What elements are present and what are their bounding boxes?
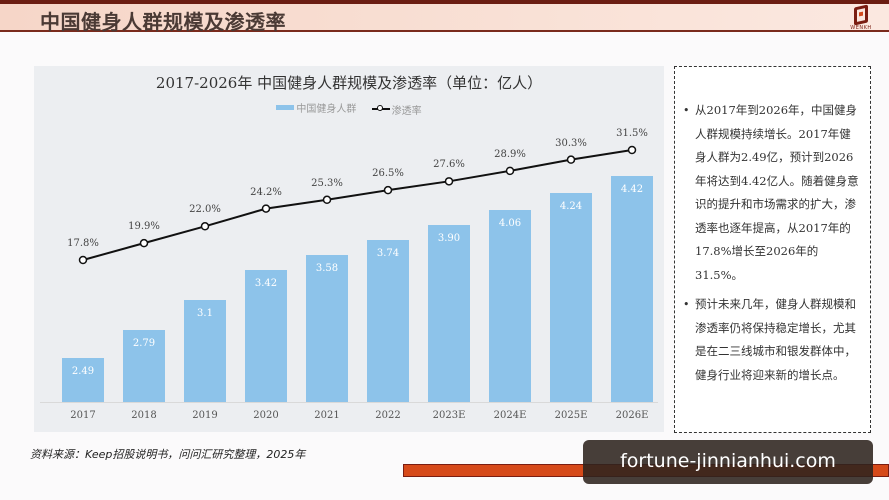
x-axis-label: 2023E — [432, 410, 466, 421]
bar — [428, 225, 470, 402]
penetration-value-label: 30.3% — [555, 137, 587, 149]
line-marker-icon — [139, 238, 149, 248]
bar-value-label: 3.1 — [197, 308, 213, 320]
summary-text: 从2017年到2026年，中国健身人群规模持续增长。2017年健身人群为2.49… — [695, 103, 859, 282]
x-axis-label: 2022 — [375, 410, 401, 421]
bar — [489, 209, 531, 402]
slide-header: 中国健身人群规模及渗透率 WENKH — [0, 4, 889, 34]
bar-value-label: 3.58 — [315, 263, 339, 275]
chart-title: 2017-2026年 中国健身人群规模及渗透率（单位：亿人） — [155, 74, 543, 92]
chart-panel: 2017-2026年 中国健身人群规模及渗透率（单位：亿人） 中国健身人群 渗透… — [34, 66, 664, 432]
bar-value-label: 4.42 — [620, 184, 644, 195]
penetration-value-label: 24.2% — [250, 186, 282, 198]
line-marker-icon — [78, 255, 88, 265]
bar-value-label: 2.49 — [71, 366, 95, 377]
x-axis-label: 2020 — [253, 410, 279, 421]
line-marker-icon — [322, 195, 332, 205]
bullet-icon: • — [683, 104, 690, 117]
bar-swatch-icon — [276, 105, 295, 110]
x-axis-label: 2021 — [314, 410, 340, 421]
bar — [245, 270, 287, 402]
x-axis-label: 2017 — [70, 410, 96, 421]
bar-value-label: 3.42 — [254, 278, 278, 290]
line-marker-icon — [444, 177, 454, 186]
source-note: 资料来源：Keep招股说明书，问问汇研究整理，2025年 — [30, 448, 306, 461]
line-marker-icon — [505, 166, 515, 176]
summary-bullet: • 从2017年到2026年，中国健身人群规模持续增长。2017年健身人群为2.… — [683, 99, 862, 287]
summary-text-box: • 从2017年到2026年，中国健身人群规模持续增长。2017年健身人群为2.… — [674, 66, 871, 433]
x-axis-label: 2018 — [131, 410, 157, 421]
penetration-value-label: 19.9% — [128, 221, 160, 233]
legend-label: 渗透率 — [391, 105, 422, 117]
penetration-value-label: 25.3% — [311, 177, 343, 189]
legend-label: 中国健身人群 — [296, 104, 357, 115]
top-accent-bar — [0, 0, 889, 4]
bar-value-label: 3.90 — [437, 233, 461, 245]
bar-value-label: 3.74 — [376, 248, 400, 260]
bar — [367, 240, 409, 402]
line-marker-icon — [200, 222, 210, 231]
watermark: fortune-jinnianhui.com — [583, 440, 873, 484]
bar — [306, 255, 348, 402]
bar — [184, 300, 226, 402]
x-axis-label: 2026E — [615, 410, 649, 421]
summary-bullet: • 预计未来几年，健身人群规模和渗透率仍将保持稳定增长，尤其是在二三线城市和银发… — [683, 293, 862, 387]
x-axis-label: 2024E — [493, 410, 527, 421]
bar-value-label: 2.79 — [132, 337, 156, 349]
logo-icon — [854, 4, 868, 26]
legend-item-population: 中国健身人群 — [276, 100, 356, 115]
plot-area: 2.49 2017 17.8% 2.79 2018 19.9% 3.1 2019 22.0% 3.… — [34, 66, 664, 432]
line-marker-icon — [383, 185, 393, 195]
penetration-value-label: 17.8% — [67, 238, 99, 249]
bullet-icon: • — [683, 298, 690, 311]
x-axis-label: 2025E — [554, 410, 588, 421]
page-title: 中国健身人群规模及渗透率 — [40, 10, 286, 34]
bar — [62, 358, 104, 402]
penetration-line — [78, 145, 637, 265]
line-marker-icon — [627, 145, 637, 155]
penetration-value-label: 22.0% — [189, 204, 221, 216]
penetration-value-label: 28.9% — [494, 148, 526, 160]
x-axis-line — [40, 402, 658, 403]
bar-value-label: 4.24 — [559, 200, 583, 212]
penetration-value-label: 31.5% — [616, 128, 648, 139]
bar — [123, 329, 165, 402]
penetration-value-label: 27.6% — [433, 159, 465, 171]
line-marker-icon — [371, 105, 390, 111]
penetration-value-label: 26.5% — [372, 168, 404, 180]
company-logo: WENKH — [843, 4, 879, 36]
logo-text: WENKH — [850, 25, 872, 31]
bar — [550, 192, 592, 402]
line-marker-icon — [261, 204, 271, 213]
legend-item-penetration: 渗透率 — [371, 102, 422, 117]
chart-legend: 中国健身人群 渗透率 — [34, 100, 664, 117]
line-marker-icon — [566, 155, 576, 164]
x-axis-label: 2019 — [192, 410, 218, 421]
summary-text: 预计未来几年，健身人群规模和渗透率仍将保持稳定增长，尤其是在二三线城市和银发群体… — [695, 297, 856, 382]
bar-value-label: 4.06 — [498, 217, 522, 229]
bar — [611, 176, 653, 402]
